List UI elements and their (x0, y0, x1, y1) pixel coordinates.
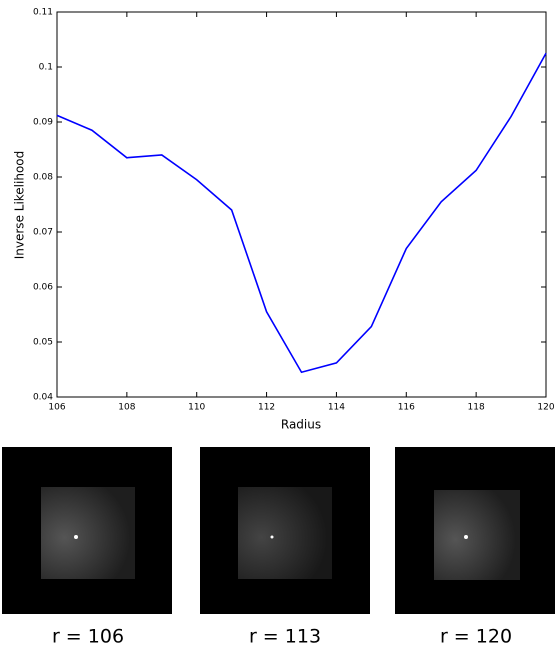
image-panel (395, 447, 555, 614)
panel-label: r = 113 (249, 626, 321, 648)
plot-frame (56, 11, 547, 398)
y-tick-label: 0.11 (33, 8, 53, 18)
y-tick-label: 0.07 (33, 228, 53, 238)
y-tick-label: 0.05 (33, 338, 53, 348)
y-tick-label: 0.04 (33, 393, 53, 403)
x-tick-label: 118 (468, 403, 485, 413)
panel-label: r = 106 (52, 626, 124, 648)
y-tick-label: 0.1 (39, 63, 53, 73)
x-tick-label: 120 (537, 403, 554, 413)
x-tick-label: 108 (118, 403, 135, 413)
y-axis-label: Inverse Likelihood (13, 151, 27, 260)
x-tick-label: 110 (188, 403, 205, 413)
image-panel (200, 447, 370, 614)
y-tick-label: 0.08 (33, 173, 53, 183)
x-tick-label: 114 (328, 403, 345, 413)
image-panel (2, 447, 172, 614)
panel-label: r = 120 (440, 626, 512, 648)
x-tick-label: 106 (48, 403, 65, 413)
x-axis-label: Radius (281, 418, 321, 432)
data-line (56, 52, 547, 374)
y-tick-label: 0.06 (33, 283, 53, 293)
x-tick-label: 116 (398, 403, 415, 413)
y-tick-label: 0.09 (33, 118, 53, 128)
x-tick-label: 112 (258, 403, 275, 413)
